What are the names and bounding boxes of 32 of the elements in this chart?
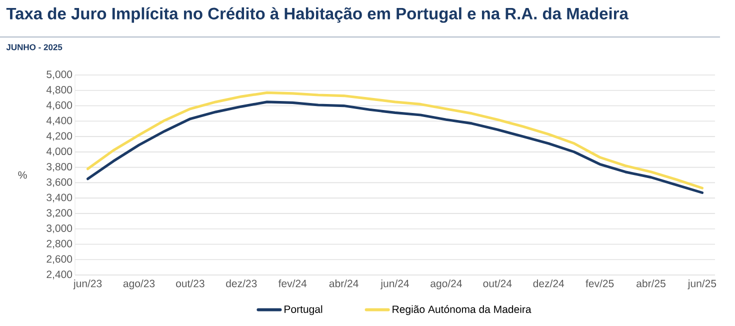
y-tick-label: 2,600 [46,255,72,264]
y-tick-label: 4,000 [46,148,72,156]
y-tick-label: 3,200 [46,209,72,218]
y-tick-label: 2,800 [46,240,72,249]
y-tick-label: 5,000 [46,70,72,80]
legend-label: Portugal [284,305,322,316]
x-tick-label: jun/24 [380,280,409,290]
y-tick-label: 3,800 [46,162,72,172]
chart-subtitle: JUNHO - 2025 [6,44,62,50]
x-tick-label: dez/23 [226,280,257,288]
y-axis-title: % [18,171,27,179]
x-tick-label: fev/24 [278,280,307,288]
x-tick-label: ago/23 [123,280,155,290]
chart-title: Taxa de Juro Implícita no Crédito à Habitação em Portugal e na R.A. da Madeira [6,7,629,23]
x-tick-label: out/23 [176,280,204,288]
y-tick-label: 3,400 [46,194,72,202]
x-tick-label: dez/24 [533,280,564,288]
x-tick-label: ago/24 [430,280,462,290]
x-tick-label: abr/25 [636,280,666,288]
y-tick-label: 4,800 [46,86,72,95]
y-tick-label: 4,200 [46,132,72,141]
x-tick-label: out/24 [483,280,512,288]
y-tick-label: 3,600 [46,178,72,188]
y-tick-label: 3,000 [46,224,72,234]
y-tick-label: 2,400 [46,270,72,280]
x-tick-label: jun/25 [688,280,716,290]
y-tick-label: 4,600 [46,101,72,110]
x-tick-label: abr/24 [329,280,358,288]
x-tick-label: jun/23 [73,280,102,290]
x-tick-label: fev/25 [586,280,614,288]
y-tick-label: 4,400 [46,116,72,126]
legend-label: Região Autónoma da Madeira [392,305,532,316]
